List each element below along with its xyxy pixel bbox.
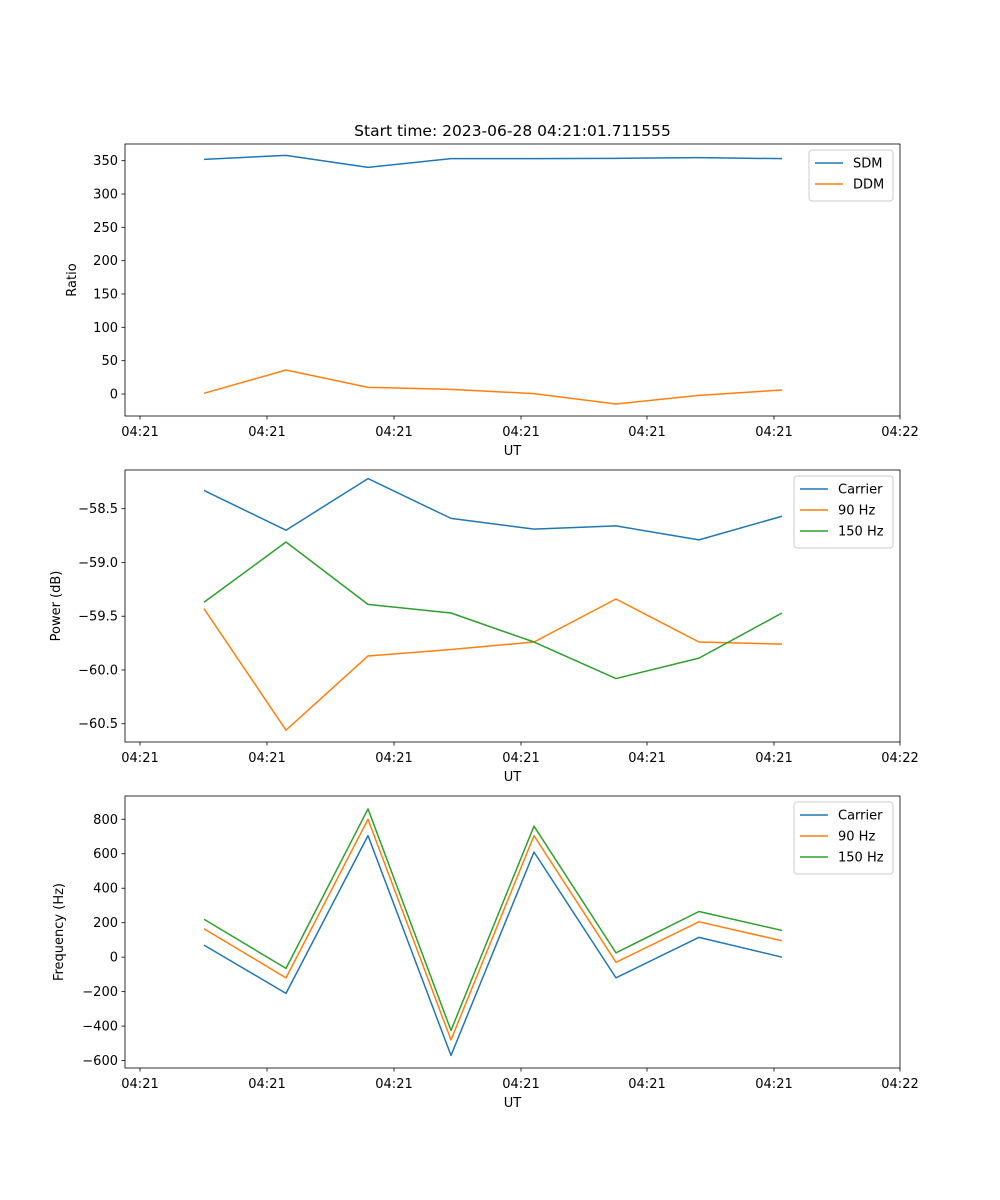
y-tick-label: 0 — [110, 951, 118, 966]
axes-frame — [124, 795, 901, 1069]
subplot-1: 0 50 100 150 200 250 300 350 04:21 04:21 04:21 04:2… — [65, 143, 919, 459]
x-tick-label: 04:21 — [628, 425, 665, 440]
y-tick-label: 400 — [93, 882, 118, 897]
y-tick-label: −200 — [82, 985, 118, 1000]
x-tick-label: 04:21 — [375, 751, 412, 766]
axes-frame — [124, 469, 901, 743]
x-tick-label: 04:21 — [248, 1077, 285, 1092]
series-line-150-hz — [203, 541, 783, 680]
x-tick-label: 04:21 — [628, 751, 665, 766]
legend-entry: DDM — [853, 178, 884, 193]
x-tick-label: 04:21 — [628, 1077, 665, 1092]
y-tick-label: 350 — [93, 154, 118, 169]
y-tick-label: 0 — [110, 388, 118, 403]
y-tick-label: −60.5 — [78, 717, 118, 732]
y-axis-label: Ratio — [65, 263, 80, 296]
x-axis-label: UT — [504, 1096, 522, 1111]
y-tick-label: −400 — [82, 1020, 118, 1035]
subplot-3: −600 −400 −200 0 200 400 600 800 04:21 04:21 04:21… — [52, 795, 919, 1111]
y-tick-label: −60.0 — [78, 663, 118, 678]
series-line-ddm — [203, 369, 783, 405]
y-tick-label: 800 — [93, 813, 118, 828]
x-tick-label: 04:21 — [375, 1077, 412, 1092]
x-axis-label: UT — [504, 770, 522, 785]
y-tick-label: 100 — [93, 321, 118, 336]
series-line-carrier — [203, 834, 783, 1057]
y-tick-label: −59.5 — [78, 610, 118, 625]
subplot-2: −60.5 −60.0 −59.5 −59.0 −58.5 04:21 04:21 04:21… — [49, 469, 919, 785]
x-tick-label: 04:21 — [755, 1077, 792, 1092]
legend: SDM DDM — [808, 149, 894, 202]
legend-entry: 90 Hz — [838, 504, 875, 519]
x-tick-label: 04:21 — [121, 425, 158, 440]
y-tick-label: −59.0 — [78, 556, 118, 571]
x-tick-label: 04:21 — [755, 425, 792, 440]
y-axis-label: Frequency (Hz) — [52, 883, 67, 981]
legend-entry: 150 Hz — [838, 525, 884, 540]
legend-entry: 90 Hz — [838, 830, 875, 845]
y-tick-label: 50 — [101, 354, 118, 369]
axes-frame — [124, 143, 901, 417]
y-tick-label: −600 — [82, 1054, 118, 1069]
plots: 0 50 100 150 200 250 300 350 04:21 04:21 04:21 04:2… — [49, 143, 919, 1111]
series-line-90-hz — [203, 598, 783, 731]
x-tick-label: 04:21 — [502, 751, 539, 766]
legend-entry: SDM — [853, 157, 882, 172]
y-tick-label: 250 — [93, 221, 118, 236]
x-tick-label: 04:21 — [375, 425, 412, 440]
legend-entry: Carrier — [838, 483, 883, 498]
series-line-150-hz — [203, 808, 783, 1032]
legend-entry: Carrier — [838, 809, 883, 824]
legend-box — [793, 801, 894, 875]
y-tick-label: −58.5 — [78, 502, 118, 517]
y-tick-label: 300 — [93, 188, 118, 203]
y-tick-label: 200 — [93, 916, 118, 931]
series-line-sdm — [203, 154, 783, 169]
series-line-90-hz — [203, 818, 783, 1041]
y-tick-label: 150 — [93, 288, 118, 303]
x-tick-label: 04:22 — [881, 1077, 918, 1092]
y-tick-label: 200 — [93, 254, 118, 269]
x-tick-label: 04:21 — [121, 751, 158, 766]
x-axis-label: UT — [504, 444, 522, 459]
x-tick-label: 04:22 — [881, 425, 918, 440]
x-tick-label: 04:21 — [755, 751, 792, 766]
legend-box — [793, 475, 894, 549]
x-tick-label: 04:21 — [502, 425, 539, 440]
x-tick-label: 04:21 — [121, 1077, 158, 1092]
x-tick-label: 04:22 — [881, 751, 918, 766]
x-tick-label: 04:21 — [248, 751, 285, 766]
x-tick-label: 04:21 — [248, 425, 285, 440]
series-line-carrier — [203, 477, 783, 541]
figure-title: Start time: 2023-06-28 04:21:01.711555 — [354, 122, 671, 140]
x-tick-label: 04:21 — [502, 1077, 539, 1092]
y-tick-label: 600 — [93, 847, 118, 862]
legend: Carrier 90 Hz 150 Hz — [793, 475, 894, 549]
y-axis-label: Power (dB) — [49, 571, 64, 642]
legend-entry: 150 Hz — [838, 851, 884, 866]
legend: Carrier 90 Hz 150 Hz — [793, 801, 894, 875]
